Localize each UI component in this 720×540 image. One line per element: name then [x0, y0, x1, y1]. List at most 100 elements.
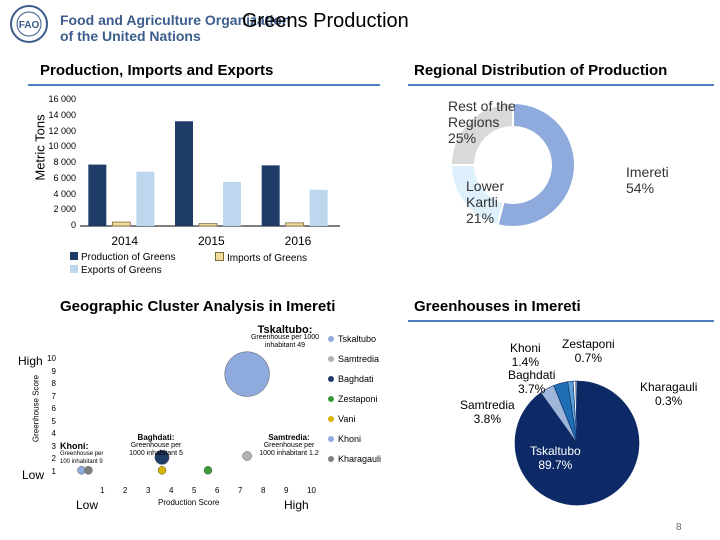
scatter-legend-item: Tskaltubo: [328, 334, 376, 344]
y-low-label: Low: [22, 468, 45, 482]
svg-text:FAO: FAO: [19, 20, 40, 31]
label-samtredia-value: 3.8%: [473, 412, 502, 426]
slice-label-rest-text: Rest of the Regions 25%: [448, 98, 516, 146]
legend-dot: [328, 416, 334, 422]
slice-label-rest: Rest of the Regions 25%: [448, 98, 520, 146]
y-tick-label: 10 000: [48, 141, 76, 152]
label-tskaltubo: Tskaltubo 89.7%: [530, 444, 581, 472]
annot-title: Baghdati:: [137, 433, 175, 442]
scatter-legend-item: Vani: [328, 414, 355, 424]
scatter-y-tick: 6: [51, 404, 56, 413]
scatter-legend-item: Kharagauli: [328, 454, 381, 464]
label-baghdati: Baghdati 3.7%: [508, 368, 555, 396]
annot-khoni: Khoni: Greenhouse per 100 inhabitant 9: [60, 442, 112, 466]
annot-baghdati: Baghdati: Greenhouse per 1000 inhabitant…: [122, 434, 190, 458]
scatter-y-tick: 3: [51, 441, 56, 451]
y-axis-label: Greenhouse Score: [31, 374, 41, 443]
scatter-y-tick: 9: [51, 366, 56, 376]
y-tick-label: 0: [70, 220, 76, 230]
label-tskaltubo-value: 89.7%: [538, 458, 573, 472]
bar-x-ticks: 2014 2015 2016: [80, 234, 340, 248]
slice-label-imereti: Imereti 54%: [626, 164, 676, 196]
label-khoni: Khoni 1.4%: [510, 341, 541, 369]
legend-dot: [328, 396, 334, 402]
legend-production: Production of Greens: [70, 252, 176, 263]
bar-production-of-greens-2014: [88, 164, 107, 226]
scatter-x-tick: 8: [261, 486, 266, 495]
bar-imports-of-greens-2016: [285, 222, 305, 227]
x-axis-label: Production Score: [158, 498, 220, 507]
y-tick-label: 2 000: [53, 204, 76, 215]
point-vani: [157, 466, 167, 475]
cluster-scatter: [77, 351, 270, 475]
region-pie-title: Regional Distribution of Production: [414, 62, 668, 79]
scatter-y-tick: 10: [47, 354, 56, 363]
legend-swatch: [70, 252, 78, 260]
x-low-label: Low: [76, 498, 99, 512]
y-high-label: High: [18, 354, 43, 368]
bar-production-of-greens-2015: [175, 121, 193, 226]
pie-slice-kharagauli: [575, 380, 578, 444]
org-name: Food and Agriculture Organization of the…: [60, 12, 290, 44]
slice-label-lower-kartli: Lower Kartli 21%: [466, 178, 518, 226]
bar-imports-of-greens-2015: [198, 223, 218, 227]
legend-dot: [328, 456, 334, 462]
point-kharagauli: [84, 466, 93, 475]
bar-y-ticks: 16 000 14 000 12 000 10 000 8 000 6 000 4 000 2…: [38, 94, 78, 236]
x-tick-label: 2014: [111, 234, 139, 248]
legend-dot: [328, 436, 334, 442]
legend-label: Tskaltubo: [338, 334, 377, 344]
annot-note: Greenhouse per 1000 inhabitant 1.2: [259, 442, 319, 457]
legend-dot: [328, 376, 334, 382]
label-baghdati-name: Baghdati: [508, 368, 556, 382]
donut-slice-rest-of-the-regions: [449, 101, 514, 166]
scatter-x-ticks: 1 2 3 4 5 6 7 8 9 10: [60, 486, 316, 498]
region-donut-chart: [449, 101, 576, 228]
scatter-x-tick: 4: [169, 486, 174, 495]
scatter-x-tick: 9: [284, 486, 289, 495]
legend-swatch: [215, 252, 224, 261]
bar-chart-title: Production, Imports and Exports: [40, 62, 274, 79]
scatter-y-tick: 1: [51, 466, 56, 476]
label-kharagauli: Kharagauli 0.3%: [640, 380, 697, 408]
org-name-line1: Food and Agriculture Organization: [60, 12, 291, 28]
point-tskaltubo: [224, 351, 270, 397]
point-zestaponi: [203, 466, 213, 475]
greenhouse-pie-chart: [514, 380, 640, 506]
scatter-x-tick: 10: [307, 486, 316, 495]
label-tskaltubo-name: Tskaltubo: [530, 444, 581, 458]
scatter-y-tick: 8: [51, 379, 56, 388]
annot-note: Greenhouse per 100 inhabitant 9: [60, 451, 104, 465]
x-tick-label: 2016: [284, 234, 312, 248]
cluster-title: Geographic Cluster Analysis in Imereti: [60, 298, 336, 315]
x-high-label: High: [284, 498, 309, 512]
scatter-x-tick: 5: [192, 486, 197, 495]
y-tick-label: 14 000: [48, 109, 76, 120]
legend-dot: [328, 336, 334, 342]
annot-note: Greenhouse per 1000 inhabitant 5: [129, 442, 183, 457]
scatter-x-tick: 7: [238, 486, 243, 495]
legend-label: Exports of Greens: [81, 265, 162, 276]
label-samtredia-name: Samtredia: [460, 398, 515, 412]
scatter-y-ticks: 10 9 8 7 6 5 4 3 2 1: [42, 346, 58, 486]
legend-label: Khoni: [338, 434, 362, 444]
scatter-legend-item: Samtredia: [328, 354, 379, 364]
divider: [408, 320, 714, 322]
org-name-line2: of the United Nations: [60, 28, 201, 44]
legend-swatch: [70, 265, 78, 273]
scatter-x-tick: 1: [100, 486, 105, 495]
label-baghdati-value: 3.7%: [518, 382, 546, 396]
annot-tskaltubo: Tskaltubo: Greenhouse per 1000 inhabitan…: [246, 325, 324, 350]
label-kharagauli-value: 0.3%: [655, 394, 683, 408]
scatter-y-tick: 4: [51, 429, 56, 438]
fao-emblem-icon: FAO: [10, 5, 48, 43]
legend-exports: Exports of Greens: [70, 265, 162, 276]
y-tick-label: 16 000: [48, 94, 76, 104]
scatter-legend-item: Khoni: [328, 434, 361, 444]
annot-title: Khoni:: [60, 441, 89, 451]
label-khoni-value: 1.4%: [511, 355, 540, 369]
scatter-legend-item: Baghdati: [328, 374, 374, 384]
label-samtredia: Samtredia 3.8%: [460, 398, 515, 426]
label-zestaponi-value: 0.7%: [574, 351, 603, 365]
greenhouse-pie-title: Greenhouses in Imereti: [414, 298, 581, 315]
